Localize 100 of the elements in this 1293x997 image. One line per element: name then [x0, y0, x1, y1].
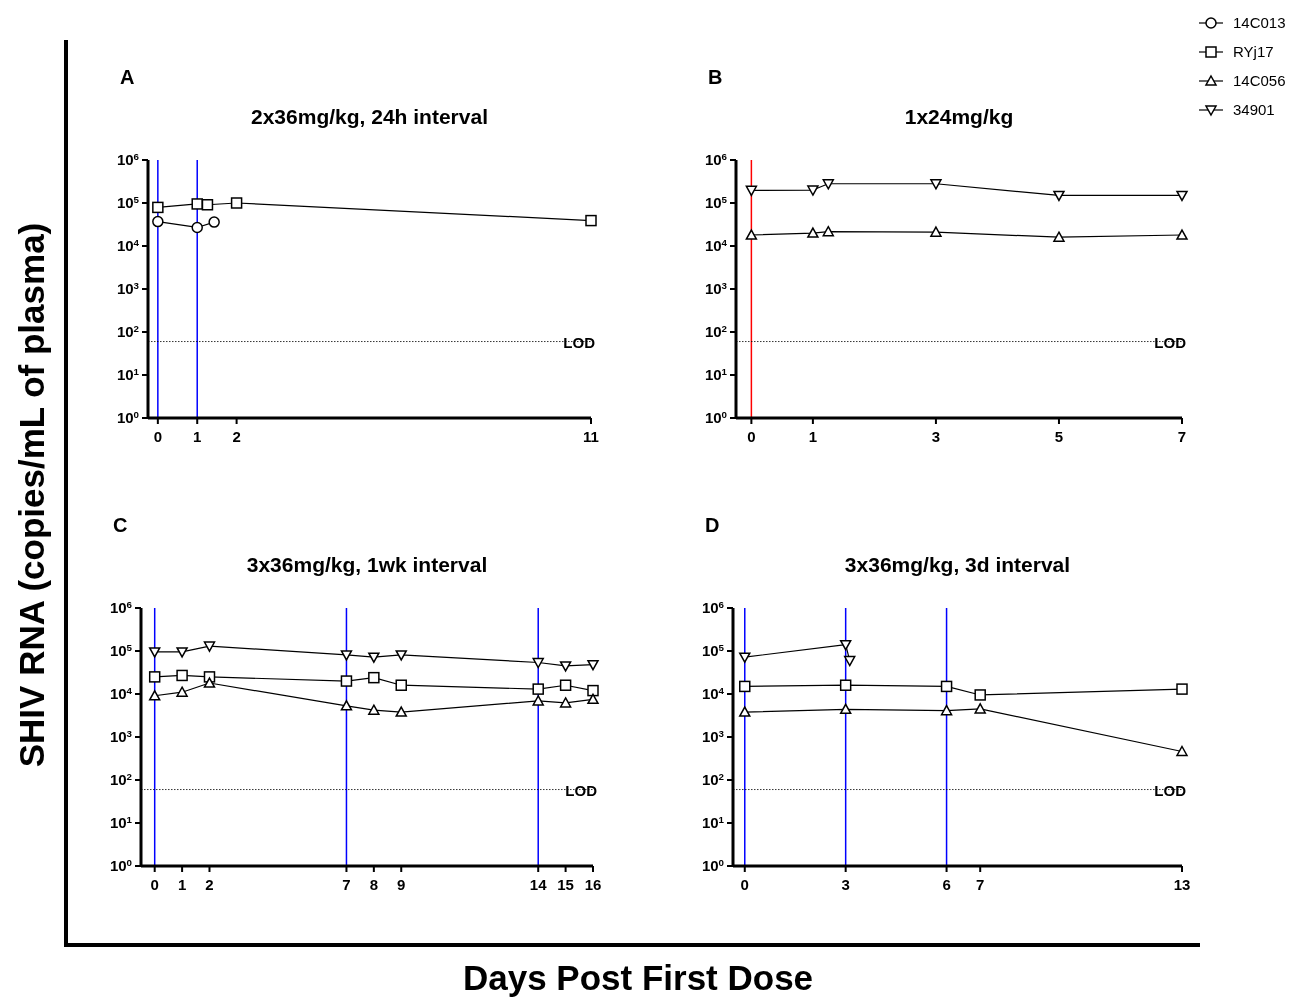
x-tick-label: 6	[942, 876, 951, 893]
point	[340, 650, 353, 661]
x-tick-label: 15	[557, 876, 574, 893]
point	[230, 197, 243, 209]
y-tick-label: 10$^{0}$	[704, 408, 728, 426]
text: D	[705, 514, 720, 536]
y-tick-label: 10$^{0}$	[116, 408, 140, 426]
point	[587, 659, 599, 671]
x-tick-label: 1	[193, 428, 202, 445]
point	[368, 671, 380, 684]
y-tick-label: 10$^{3}$	[704, 279, 728, 297]
x-tick-label: 2	[205, 876, 214, 893]
chart-title: 2x36mg/kg, 24h interval	[251, 105, 488, 128]
point	[203, 641, 216, 652]
point	[1053, 231, 1065, 242]
y-tick-label: 10$^{2}$	[116, 322, 140, 340]
point	[843, 655, 856, 667]
point	[585, 214, 597, 227]
y-tick-label: 10$^{4}$	[701, 684, 725, 702]
x-tick-label: 7	[1177, 428, 1187, 445]
point	[940, 680, 953, 693]
point	[340, 675, 353, 687]
legend-label: 14C056	[1233, 72, 1286, 89]
y-tick-label: 10$^{5}$	[704, 193, 728, 211]
x-tick-label: 2	[232, 428, 241, 445]
point	[532, 683, 544, 695]
point	[739, 680, 751, 693]
point	[1176, 745, 1188, 757]
legend-label: 14C013	[1233, 14, 1286, 31]
x-tick-label: 9	[397, 876, 406, 893]
y-tick-label: 10$^{4}$	[116, 236, 140, 254]
ref-line-label: LOD	[1154, 333, 1187, 351]
y-tick-label: 10$^{6}$	[704, 150, 728, 168]
y-tick-label: 10$^{3}$	[116, 279, 140, 297]
point	[559, 697, 572, 708]
point	[203, 677, 216, 688]
point	[974, 703, 986, 714]
y-tick-label: 10$^{6}$	[109, 598, 133, 616]
point	[176, 669, 188, 682]
x-tick-label: 16	[584, 876, 602, 893]
point	[559, 661, 572, 672]
x-tick-label: 5	[1054, 428, 1064, 445]
x-tick-label: 7	[342, 876, 351, 893]
x-tick-label: 1	[808, 428, 818, 445]
chart-title: 3x36mg/kg, 1wk interval	[246, 553, 488, 576]
y-tick-label: 10$^{5}$	[116, 193, 140, 211]
point	[152, 201, 164, 214]
point	[587, 684, 599, 697]
chart-title: 3x36mg/kg, 3d interval	[844, 553, 1071, 576]
point	[807, 227, 819, 238]
x-tick-label: 3	[841, 876, 850, 893]
chart-title: 1x24mg/kg	[904, 105, 1014, 128]
legend-label: RYj17	[1233, 43, 1274, 60]
point	[839, 679, 852, 691]
ref-line-label: LOD	[1154, 781, 1187, 799]
point	[739, 706, 751, 717]
point	[532, 657, 544, 669]
y-tick-label: 10$^{2}$	[109, 770, 133, 788]
point	[176, 686, 188, 697]
text: B	[708, 66, 723, 88]
point	[395, 679, 407, 691]
x-tick-label: 0	[747, 428, 756, 445]
x-tick-label: 3	[931, 428, 941, 445]
y-tick-label: 10$^{4}$	[704, 236, 728, 254]
y-tick-label: 10$^{2}$	[704, 322, 728, 340]
y-tick-label: 10$^{6}$	[116, 150, 140, 168]
point	[1176, 683, 1188, 695]
x-tick-label: 11	[583, 428, 599, 445]
legend-label: 34901	[1233, 101, 1275, 118]
point	[745, 229, 758, 240]
point	[745, 185, 758, 197]
point	[1176, 190, 1188, 202]
point	[148, 671, 161, 683]
point	[587, 693, 599, 705]
point	[1176, 229, 1188, 240]
point	[739, 652, 751, 663]
y-tick-label: 10$^{1}$	[116, 365, 140, 383]
y-tick-label: 10$^{1}$	[704, 365, 728, 383]
point	[176, 647, 188, 658]
point	[822, 179, 835, 190]
point	[839, 639, 852, 651]
point	[152, 215, 164, 228]
text: A	[120, 66, 135, 88]
x-tick-label: 0	[150, 876, 159, 893]
point	[148, 690, 161, 701]
point	[191, 221, 203, 234]
point	[208, 216, 220, 228]
point	[395, 706, 407, 717]
x-tick-label: 0	[740, 876, 749, 893]
x-tick-label: 0	[153, 428, 163, 445]
x-tick-label: 7	[976, 876, 985, 893]
y-tick-label: 10$^{1}$	[109, 813, 133, 831]
y-tick-label: 10$^{3}$	[109, 727, 133, 745]
y-tick-label: 10$^{0}$	[701, 856, 725, 874]
point	[930, 226, 942, 237]
point	[395, 650, 407, 661]
point	[974, 689, 986, 701]
y-tick-label: 10$^{2}$	[701, 770, 725, 788]
y-tick-label: 10$^{5}$	[701, 641, 725, 659]
point	[940, 704, 953, 716]
